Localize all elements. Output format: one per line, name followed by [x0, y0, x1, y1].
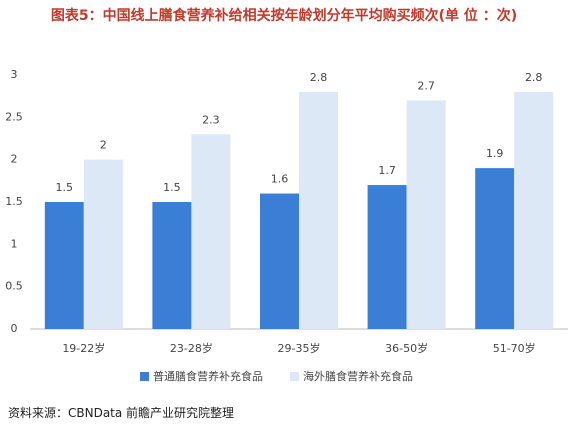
x-tick-label: 36-50岁	[385, 341, 428, 355]
y-tick-label: 0.5	[5, 280, 23, 293]
data-label: 2.8	[525, 71, 543, 84]
data-label: 2	[100, 139, 107, 152]
legend-swatch	[140, 372, 149, 381]
x-tick-label: 29-35岁	[278, 341, 321, 355]
y-tick-label: 0	[11, 322, 18, 335]
y-tick-label: 1	[11, 237, 18, 250]
data-label: 2.3	[202, 113, 220, 126]
y-tick-label: 2.5	[5, 110, 23, 123]
x-tick-label: 19-22岁	[62, 341, 105, 355]
source-note: 资料来源：CBNData 前瞻产业研究院整理	[8, 406, 235, 420]
legend-label: 海外膳食营养补充食品	[303, 369, 413, 383]
bar	[514, 91, 554, 329]
bar	[367, 185, 407, 329]
bar	[83, 159, 123, 329]
data-label: 1.6	[271, 173, 289, 186]
legend-label: 普通膳食营养补充食品	[153, 369, 263, 383]
x-tick-label: 23-28岁	[170, 341, 213, 355]
bar	[406, 100, 446, 330]
y-tick-label: 3	[11, 68, 18, 81]
bar	[44, 202, 84, 329]
y-tick-label: 1.5	[5, 195, 23, 208]
bar	[152, 202, 192, 329]
data-label: 1.7	[378, 164, 396, 177]
chart-title: 图表5：中国线上膳食营养补给相关按年龄划分年平均购买频次(单 位 ：次)	[50, 8, 518, 24]
data-label: 1.9	[486, 147, 504, 160]
data-label: 1.5	[56, 181, 74, 194]
bar	[299, 91, 338, 329]
data-label: 2.7	[417, 79, 435, 92]
data-label: 2.8	[310, 71, 328, 84]
bar	[475, 168, 515, 329]
data-label: 1.5	[163, 181, 181, 194]
legend-swatch	[290, 372, 299, 381]
y-tick-label: 2	[11, 153, 18, 166]
x-tick-label: 51-70岁	[493, 341, 536, 355]
bar	[260, 193, 299, 329]
bar	[191, 134, 231, 329]
